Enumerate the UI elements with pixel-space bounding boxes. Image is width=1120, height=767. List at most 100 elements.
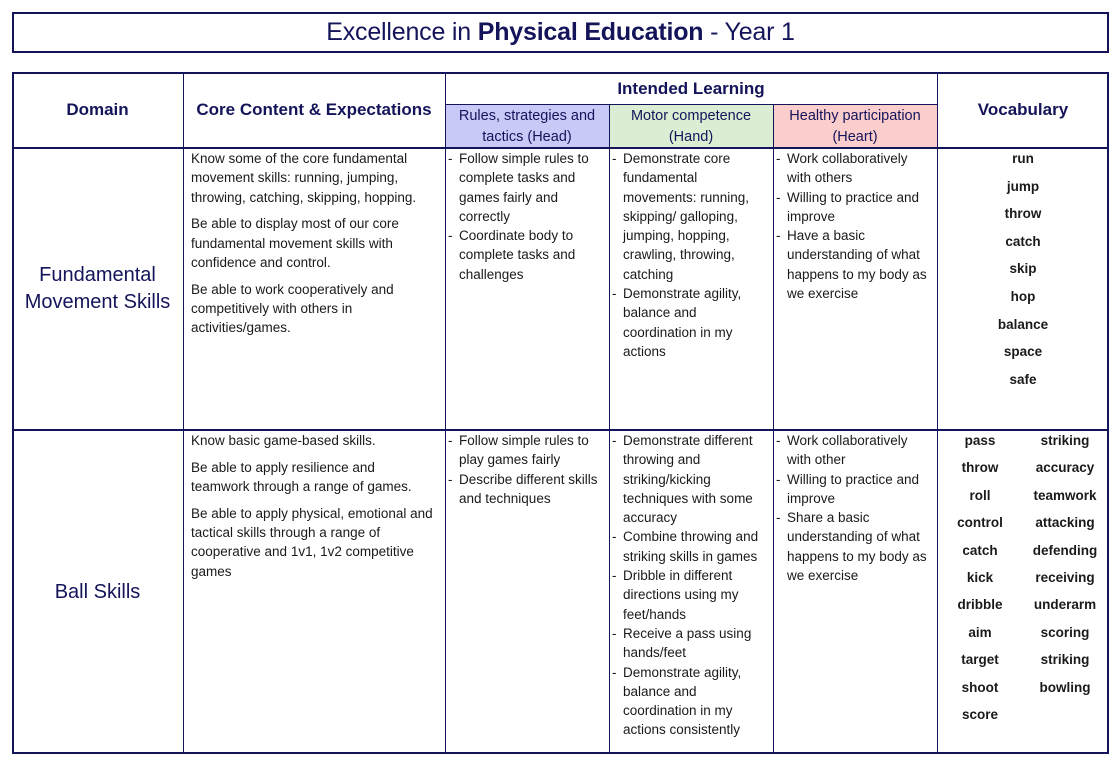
- core-paragraph: Know some of the core fundamental moveme…: [191, 151, 417, 205]
- vocab-word: safe: [1009, 371, 1037, 387]
- list-item: Demonstrate agility, balance and coordin…: [612, 663, 769, 740]
- vocab-word: throw: [1004, 206, 1042, 222]
- list-item: Demonstrate core fundamental movements: …: [612, 149, 769, 284]
- divider-col: [445, 72, 446, 754]
- list-item: Demonstrate different throwing and strik…: [612, 431, 769, 527]
- row-ball-head: Follow simple rules to play games fairly…: [445, 430, 609, 754]
- vocab-word: bowling: [1039, 679, 1091, 695]
- row-ball-vocab: pass throw roll control catch kick dribb…: [937, 430, 1109, 754]
- vocab-word: teamwork: [1033, 487, 1097, 503]
- vocab-word: catch: [962, 542, 998, 558]
- table-border-left: [12, 72, 14, 754]
- subheader-head: Rules, strategies and tactics (Head): [445, 105, 609, 148]
- subheader-head-label: Rules, strategies and tactics (Head): [458, 107, 596, 145]
- row-fms-core: Know some of the core fundamental moveme…: [183, 148, 445, 430]
- subheader-hand: Motor competence (Hand): [609, 105, 773, 148]
- vocab-word: jump: [1006, 178, 1040, 194]
- divider-col: [183, 72, 184, 754]
- vocab-word: balance: [997, 316, 1049, 332]
- core-paragraph: Know basic game-based skills.: [191, 433, 376, 448]
- header-vocabulary: Vocabulary: [937, 72, 1109, 148]
- divider-col: [773, 105, 774, 754]
- divider-intended: [445, 104, 937, 105]
- subheader-heart: Healthy participation (Heart): [773, 105, 937, 148]
- vocab-word: scoring: [1040, 624, 1090, 640]
- table-border-right: [1107, 72, 1109, 754]
- vocab-word: striking: [1040, 433, 1090, 448]
- divider-header: [12, 147, 1109, 149]
- row-fms-head: Follow simple rules to complete tasks an…: [445, 148, 609, 430]
- row-ball-domain: Ball Skills: [12, 430, 183, 754]
- list-item: Combine throwing and striking skills in …: [612, 527, 769, 566]
- vocab-word: target: [961, 652, 999, 668]
- row-fms-hand: Demonstrate core fundamental movements: …: [609, 148, 773, 430]
- vocab-word: aim: [968, 624, 992, 640]
- list-item: Describe different skills and techniques: [448, 470, 605, 509]
- vocab-word: run: [1012, 151, 1034, 166]
- page-title: Excellence in Physical Education - Year …: [12, 12, 1109, 53]
- list-item: Have a basic understanding of what happe…: [776, 226, 933, 303]
- vocab-column-right: striking accuracy teamwork attacking def…: [1023, 431, 1107, 754]
- list-item: Follow simple rules to play games fairly: [448, 431, 605, 470]
- subheader-hand-label: Motor competence (Hand): [630, 107, 752, 145]
- divider-col: [937, 72, 938, 754]
- domain-label: Ball Skills: [54, 580, 141, 603]
- row-ball-hand: Demonstrate different throwing and strik…: [609, 430, 773, 754]
- vocab-word: accuracy: [1035, 460, 1095, 476]
- row-ball-heart: Work collaboratively with other Willing …: [773, 430, 937, 754]
- title-prefix: Excellence in: [326, 18, 478, 46]
- list-item: Willing to practice and improve: [776, 188, 933, 227]
- vocab-word: pass: [964, 433, 996, 448]
- list-item: Work collaboratively with other: [776, 431, 933, 470]
- row-ball-core: Know basic game-based skills. Be able to…: [183, 430, 445, 754]
- title-suffix: - Year 1: [703, 18, 795, 46]
- header-domain: Domain: [12, 72, 183, 148]
- vocab-word: attacking: [1035, 515, 1095, 531]
- header-intended-label: Intended Learning: [617, 78, 765, 98]
- header-core-label: Core Content & Expectations: [196, 100, 432, 119]
- list-item: Demonstrate agility, balance and coordin…: [612, 284, 769, 361]
- vocab-word: hop: [1010, 288, 1036, 304]
- vocab-word: throw: [961, 460, 999, 476]
- vocab-word: striking: [1040, 652, 1090, 668]
- vocab-word: skip: [1009, 261, 1037, 277]
- vocab-column-left: pass throw roll control catch kick dribb…: [937, 431, 1023, 754]
- vocab-word: receiving: [1035, 569, 1095, 585]
- vocab-word: catch: [1005, 233, 1041, 249]
- vocab-word: kick: [966, 569, 994, 585]
- domain-label: Fundamental Movement Skills: [24, 264, 171, 313]
- core-paragraph: Be able to work cooperatively and compet…: [191, 281, 394, 336]
- list-item: Follow simple rules to complete tasks an…: [448, 149, 605, 226]
- list-item: Dribble in different directions using my…: [612, 566, 769, 624]
- header-core: Core Content & Expectations: [183, 72, 445, 148]
- table-border-bottom: [12, 752, 1109, 754]
- divider-col: [609, 105, 610, 754]
- core-paragraph: Be able to apply physical, emotional and…: [191, 505, 433, 579]
- core-paragraph: Be able to display most of our core fund…: [191, 216, 399, 270]
- header-domain-label: Domain: [66, 100, 129, 119]
- list-item: Share a basic understanding of what happ…: [776, 508, 933, 585]
- divider-row: [12, 429, 1109, 431]
- header-intended-learning: Intended Learning: [445, 72, 937, 105]
- row-fms-heart: Work collaboratively with others Willing…: [773, 148, 937, 430]
- list-item: Willing to practice and improve: [776, 470, 933, 509]
- list-item: Receive a pass using hands/feet: [612, 624, 769, 663]
- subheader-heart-label: Healthy participation (Heart): [789, 107, 921, 145]
- row-fms-vocab: run jump throw catch skip hop balance sp…: [937, 148, 1109, 430]
- vocab-word: score: [961, 706, 999, 722]
- vocab-word: underarm: [1033, 597, 1097, 613]
- row-fms-domain: Fundamental Movement Skills: [12, 148, 183, 430]
- list-item: Coordinate body to complete tasks and ch…: [448, 226, 605, 284]
- vocab-word: shoot: [961, 679, 999, 695]
- table-border-top: [12, 72, 1109, 74]
- list-item: Work collaboratively with others: [776, 149, 933, 188]
- title-bold: Physical Education: [477, 18, 704, 46]
- header-vocab-label: Vocabulary: [977, 100, 1069, 119]
- curriculum-table: Rules, strategies and tactics (Head) Mot…: [12, 72, 1109, 754]
- vocab-word: dribble: [957, 597, 1003, 613]
- vocab-word: control: [957, 515, 1003, 531]
- vocab-word: defending: [1032, 542, 1098, 558]
- vocab-word: roll: [969, 487, 991, 503]
- core-paragraph: Be able to apply resilience and teamwork…: [191, 459, 412, 495]
- vocab-word: space: [1003, 344, 1043, 360]
